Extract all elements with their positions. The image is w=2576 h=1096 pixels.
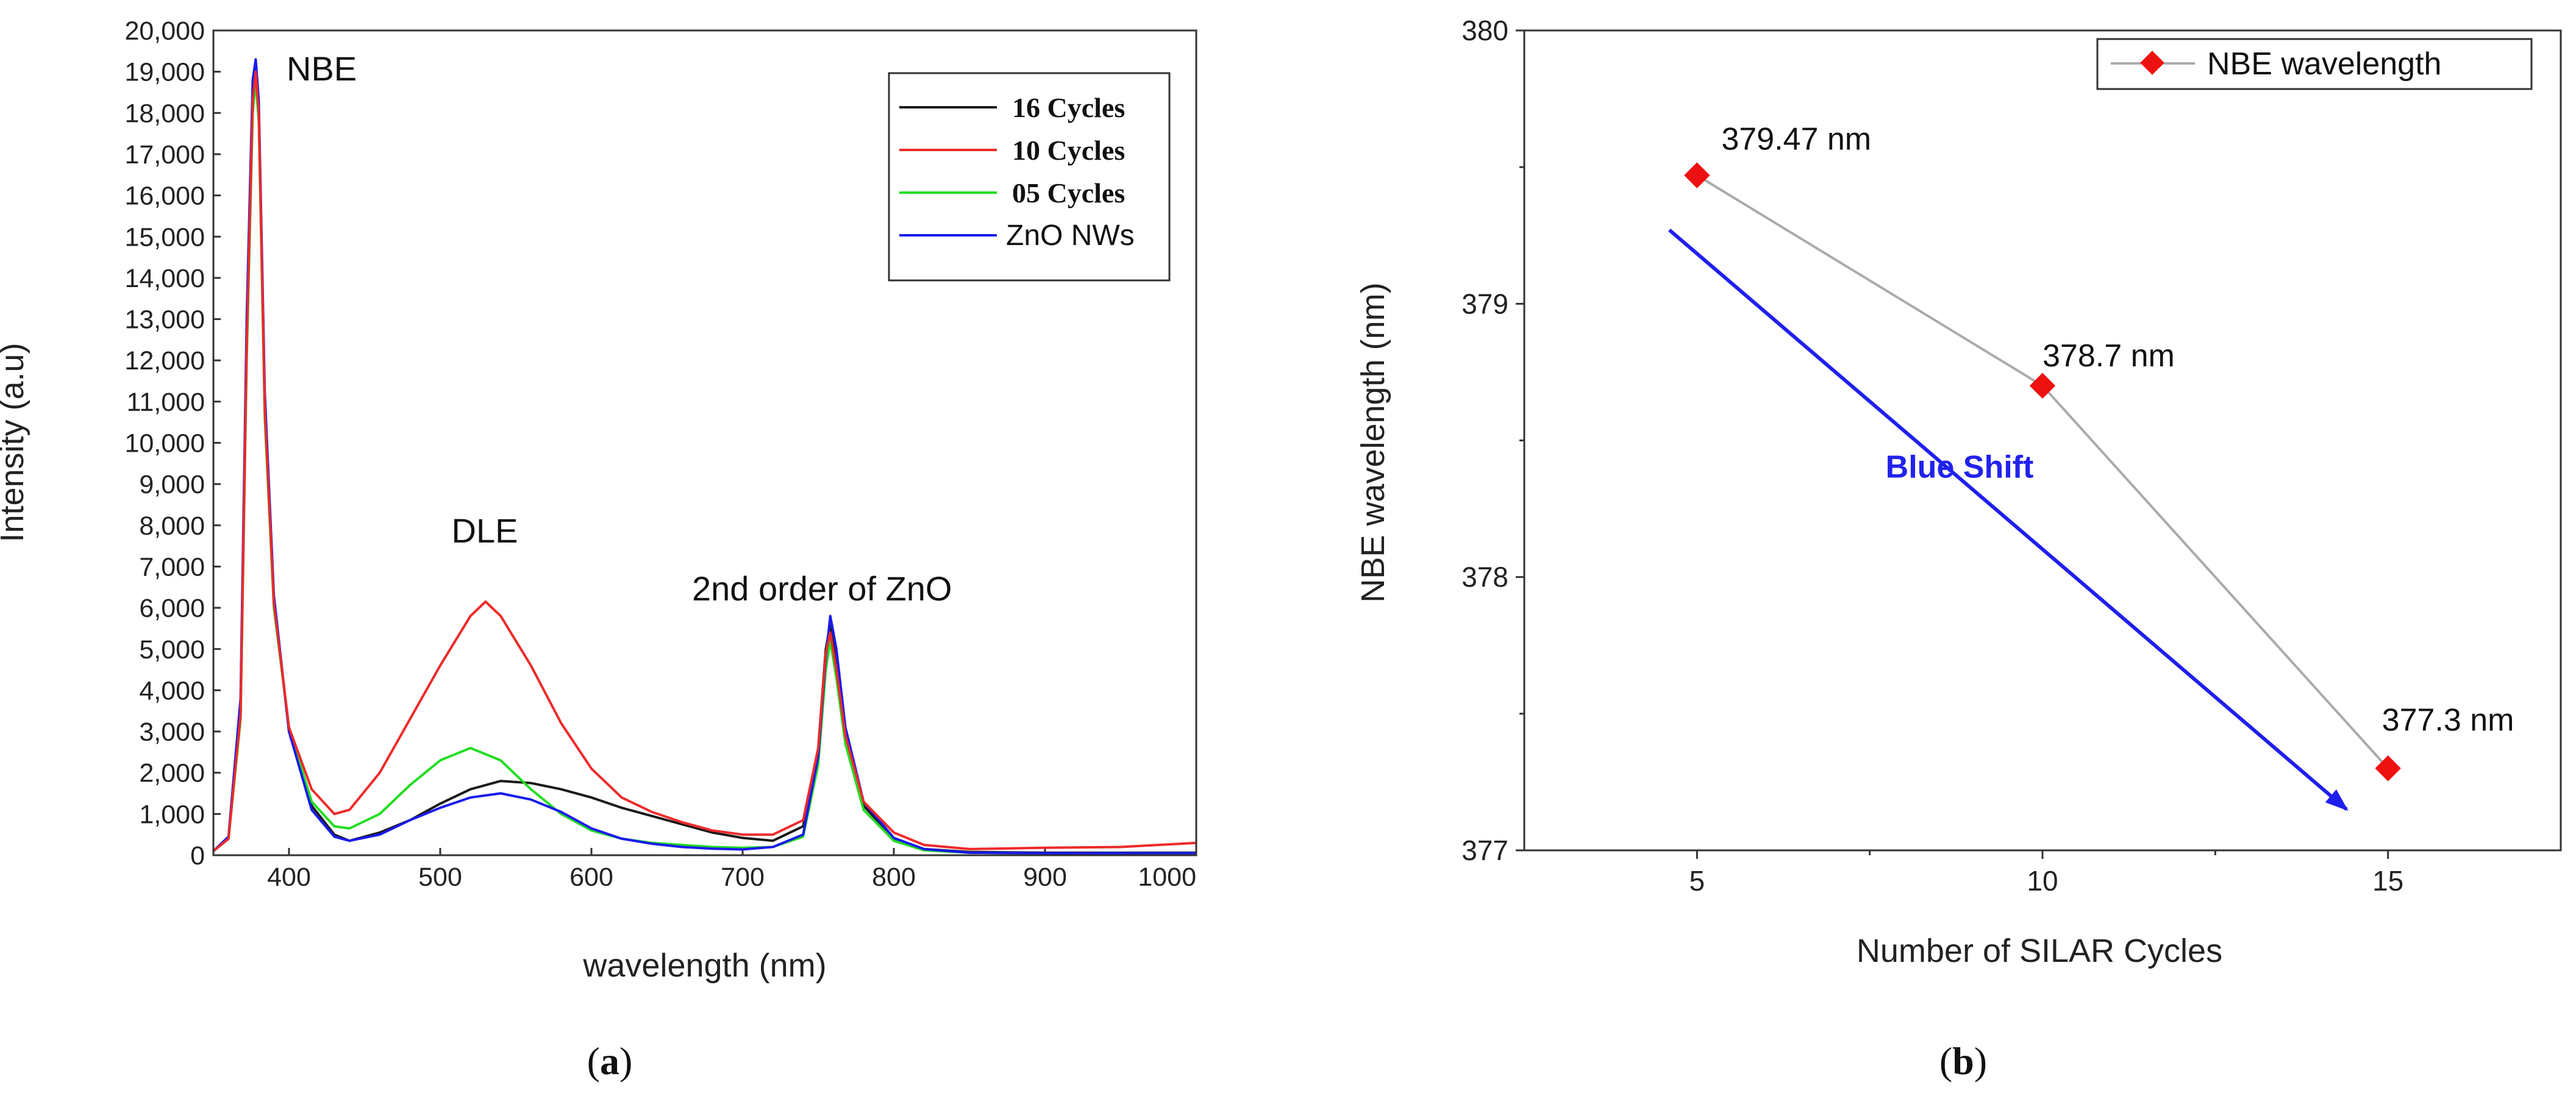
x-tick-label: 800 <box>872 863 916 892</box>
panel-b-legend: NBE wavelength <box>2096 38 2533 90</box>
panel-a-legend: 16 Cycles 10 Cycles 05 Cycles ZnO NWs <box>888 72 1171 282</box>
y-tick-label: 0 <box>190 841 205 870</box>
x-tick-label: 600 <box>569 863 613 892</box>
data-point-label: 379.47 nm <box>1721 122 1871 157</box>
y-tick-label: 3,000 <box>139 717 205 747</box>
legend-diamond-marker <box>2140 51 2164 75</box>
x-tick-label: 700 <box>721 863 765 892</box>
legend-label-zno-nws: ZnO NWs <box>1006 219 1135 252</box>
panel-a-x-axis-label: wavelength (nm) <box>582 947 826 984</box>
blue-shift-arrow-group: Blue Shift <box>1668 229 2349 811</box>
x-tick-label: 5 <box>1689 865 1705 897</box>
blue-shift-label: Blue Shift <box>1886 449 2034 485</box>
legend-label-16-cycles: 16 Cycles <box>1012 92 1125 123</box>
panel-a-annotations: NBE DLE 2nd order of ZnO <box>287 49 952 608</box>
data-point-label: 378.7 nm <box>2043 338 2175 374</box>
data-point-marker <box>2375 755 2401 781</box>
panel-b-label: (b) <box>1939 1039 1987 1083</box>
panel-b-x-axis-label: Number of SILAR Cycles <box>1857 933 2222 969</box>
y-tick-label: 17,000 <box>124 140 205 169</box>
y-tick-label: 6,000 <box>139 594 205 623</box>
y-tick-label: 11,000 <box>127 388 205 417</box>
y-tick-label: 7,000 <box>139 552 205 582</box>
panel-b-x-ticks: 5 10 15 <box>1689 850 2403 897</box>
dle-annotation: DLE <box>452 511 518 550</box>
panel-a-label: (a) <box>587 1039 633 1083</box>
y-tick-label: 2,000 <box>139 759 205 788</box>
panel-a-x-ticks: 400 500 600 700 800 900 1000 <box>267 848 1197 892</box>
y-tick-label: 8,000 <box>139 511 205 541</box>
second-order-annotation: 2nd order of ZnO <box>692 569 952 608</box>
y-tick-label: 1,000 <box>139 800 205 829</box>
x-tick-label: 10 <box>2027 865 2058 897</box>
y-tick-label: 18,000 <box>124 99 205 128</box>
panel-b-y-axis-label: NBE wavelength (nm) <box>1355 282 1391 602</box>
panel-b: 377 378 379 380 5 10 15 NBE wavelength (nm) N… <box>1355 15 2562 1083</box>
y-tick-label: 20,000 <box>124 16 205 46</box>
data-point-marker <box>1684 162 1710 188</box>
x-tick-label: 1000 <box>1138 863 1196 892</box>
y-tick-label: 10,000 <box>124 429 205 458</box>
panel-a-series <box>212 58 1197 855</box>
panel-a-y-ticks: 0 1,000 2,000 3,000 4,000 5,000 6,000 7,000 8,00… <box>124 16 221 870</box>
series-line-10-cycles <box>212 70 1197 852</box>
blue-shift-arrow-head <box>2325 789 2349 811</box>
panel-b-y-ticks: 377 378 379 380 <box>1461 15 1524 866</box>
x-tick-label: 500 <box>418 863 462 892</box>
y-tick-label: 5,000 <box>139 635 205 664</box>
x-tick-label: 15 <box>2372 865 2403 897</box>
panel-b-legend-box <box>2096 38 2533 90</box>
y-tick-label: 379 <box>1461 288 1508 319</box>
blue-shift-arrow-line <box>1668 229 2348 811</box>
y-tick-label: 377 <box>1461 834 1508 866</box>
legend-label-nbe-wavelength: NBE wavelength <box>2207 46 2441 82</box>
y-tick-label: 13,000 <box>124 305 205 335</box>
panel-a: 0 1,000 2,000 3,000 4,000 5,000 6,000 7,000 8,00… <box>0 16 1197 1083</box>
data-point-label: 377.3 nm <box>2382 703 2514 738</box>
nbe-wavelength-line <box>1696 174 2389 769</box>
y-tick-label: 15,000 <box>124 222 205 252</box>
legend-label-05-cycles: 05 Cycles <box>1012 177 1125 208</box>
y-tick-label: 19,000 <box>124 58 205 87</box>
y-tick-label: 378 <box>1461 561 1508 593</box>
y-tick-label: 4,000 <box>139 676 205 705</box>
legend-label-10-cycles: 10 Cycles <box>1012 135 1125 166</box>
x-tick-label: 400 <box>267 863 311 892</box>
y-tick-label: 12,000 <box>124 346 205 375</box>
panel-a-plot-frame <box>212 29 1197 856</box>
y-tick-label: 380 <box>1461 15 1508 46</box>
panel-b-plot-frame <box>1523 29 2562 852</box>
panel-b-series: 379.47 nm 378.7 nm 377.3 nm <box>1684 122 2514 781</box>
panel-a-y-axis-label: Intensity (a.u) <box>0 343 30 542</box>
y-tick-label: 9,000 <box>139 470 205 499</box>
y-tick-label: 16,000 <box>124 182 205 211</box>
x-tick-label: 900 <box>1023 863 1067 892</box>
y-tick-label: 14,000 <box>124 264 205 293</box>
nbe-annotation: NBE <box>287 49 357 88</box>
